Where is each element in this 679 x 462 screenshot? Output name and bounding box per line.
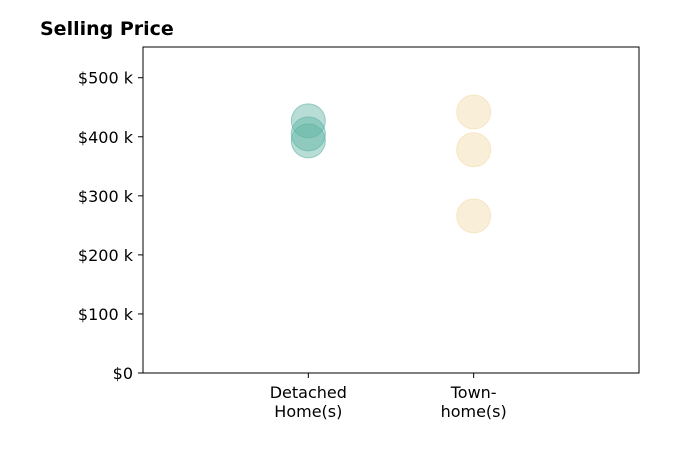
plot-frame (142, 46, 640, 374)
y-tick-label: $500 k (78, 69, 134, 88)
point (290, 103, 326, 139)
point (290, 123, 326, 159)
y-tick-label: $100 k (78, 305, 134, 324)
point (456, 198, 492, 234)
x-tick-label: Detached Home(s) (270, 383, 347, 421)
chart-title: Selling Price (40, 18, 174, 40)
x-tick-label: Town-home(s) (441, 383, 507, 421)
y-tick-label: $200 k (78, 246, 134, 265)
point (290, 116, 326, 152)
y-tick-label: $400 k (78, 128, 134, 147)
point (456, 94, 492, 130)
point (456, 132, 492, 168)
y-tick-label: $300 k (78, 187, 134, 206)
y-tick-label: $0 (113, 364, 133, 383)
